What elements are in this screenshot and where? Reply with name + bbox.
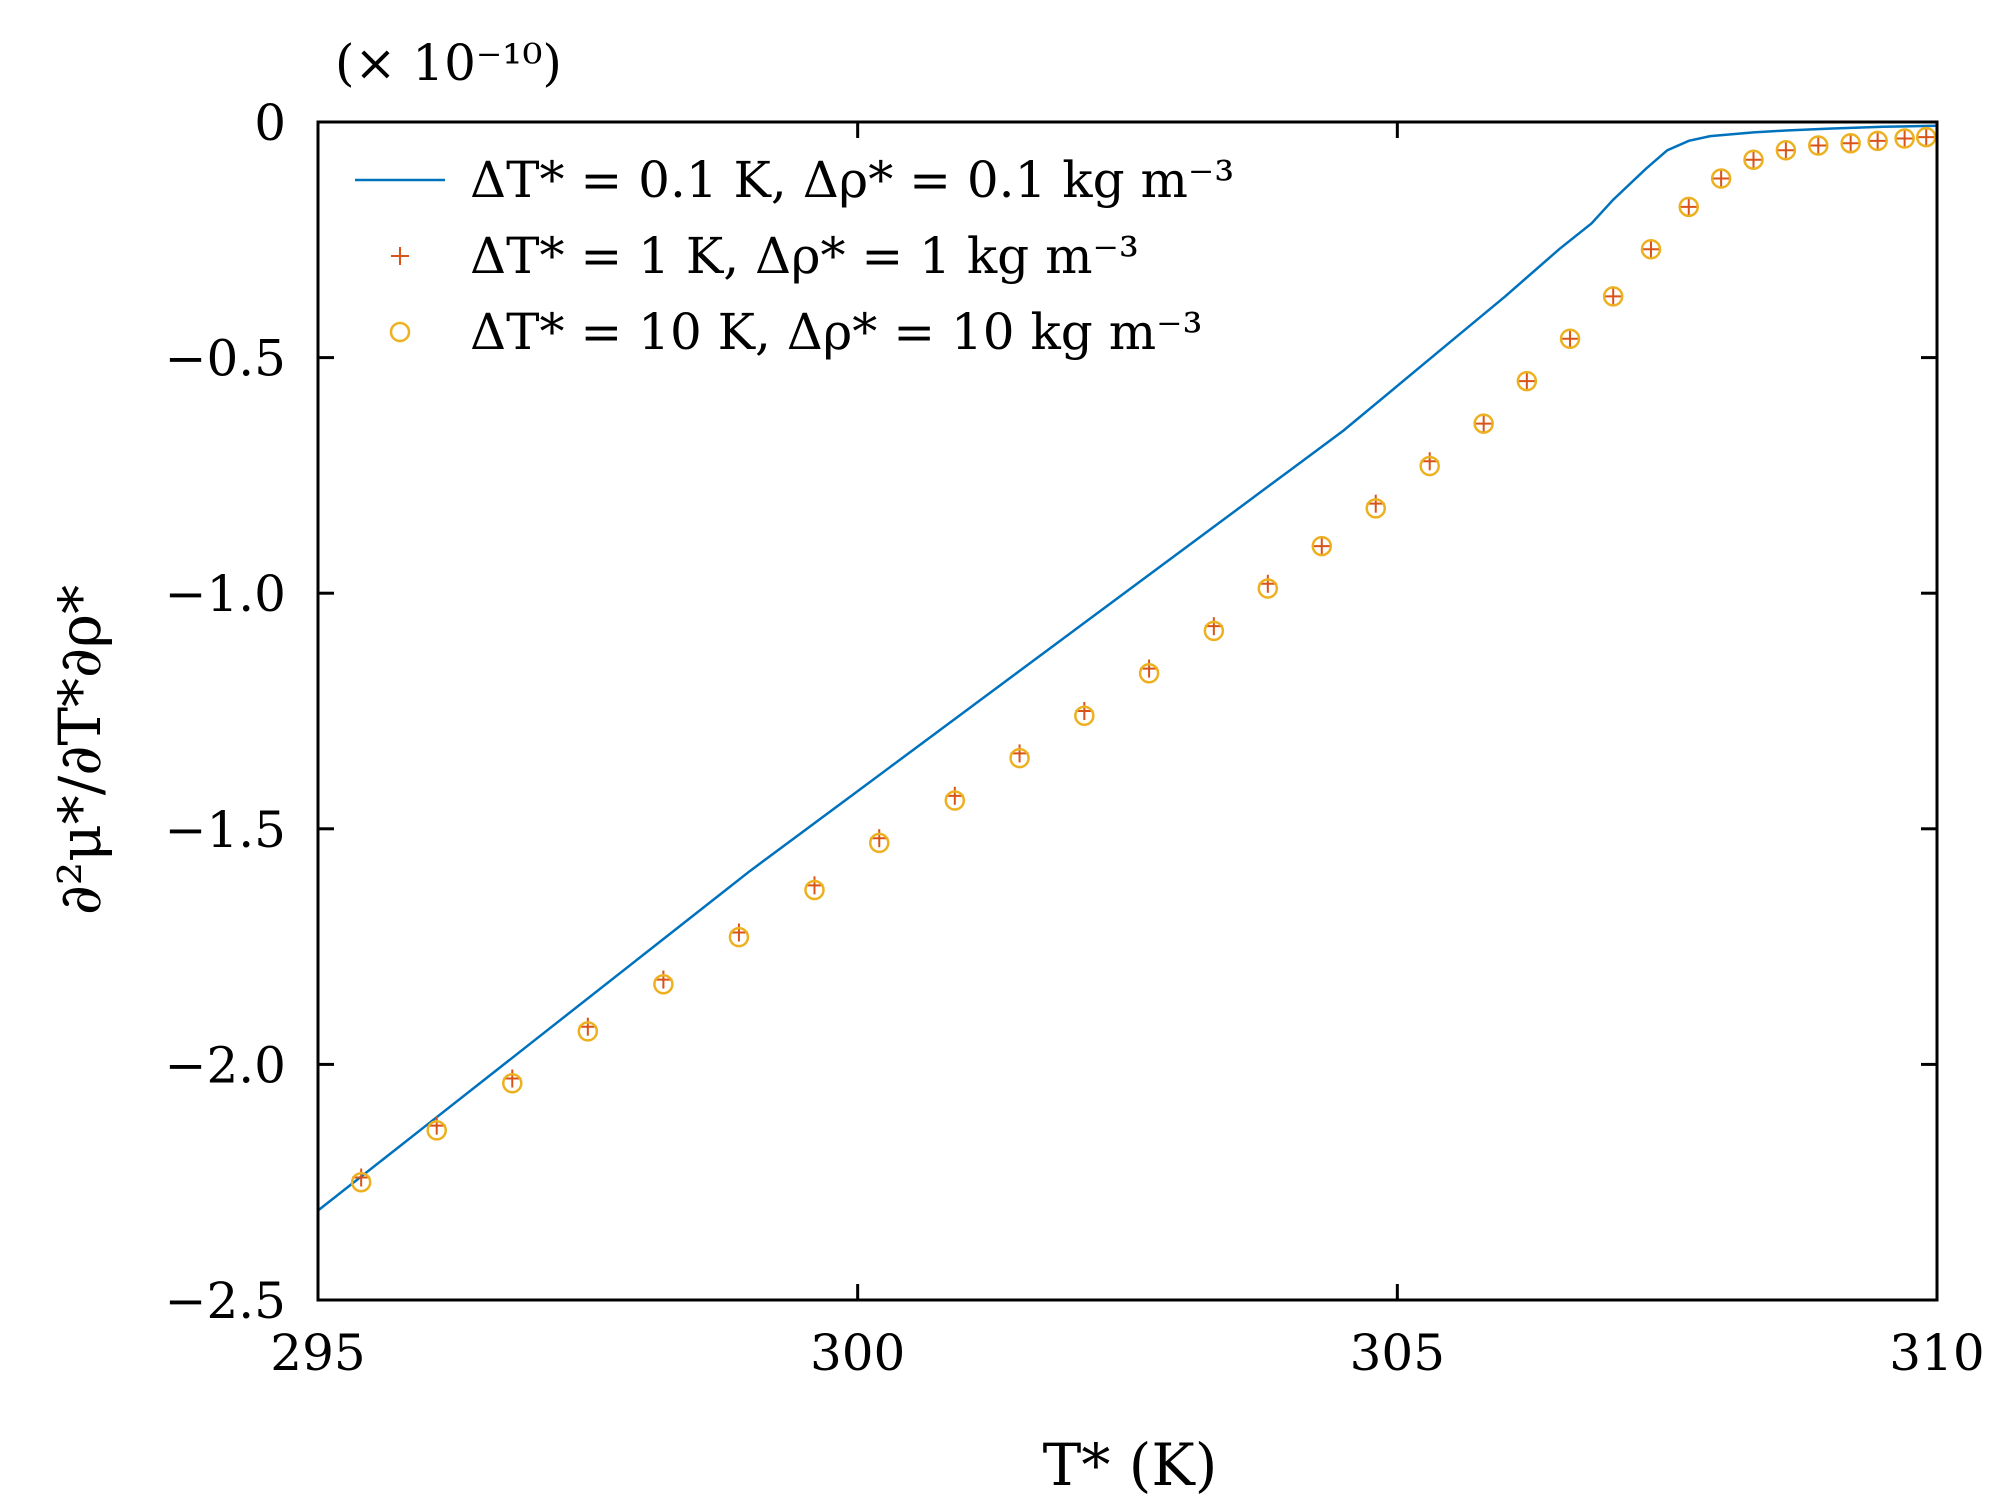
series-circle-point: [350, 1171, 372, 1193]
series-plus-point: [1561, 329, 1580, 348]
legend-label: ΔT* = 10 K, Δρ* = 10 kg m⁻³: [470, 303, 1203, 361]
series-circle-point: [1678, 196, 1700, 218]
series-circle-point: [1473, 413, 1494, 434]
axes: 295 300 305 310 0 −0.5 −1.0 −1.5 −2.0 −2.5: [165, 94, 1985, 1382]
series-plus-point: [1917, 128, 1936, 147]
series-circle-point: [502, 1072, 523, 1094]
plot-frame: [316, 120, 1939, 1302]
series-plus-point: [805, 876, 824, 895]
series-circle-point: [1516, 370, 1538, 392]
series-plus-point: [1312, 537, 1331, 556]
series-circle-point: [944, 790, 966, 811]
series-circle-point: [1419, 455, 1440, 477]
series-plus-point: [870, 829, 889, 848]
series-plus-point: [1712, 169, 1731, 188]
legend-label: ΔT* = 1 K, Δρ* = 1 kg m⁻³: [470, 227, 1139, 285]
series-circle-point: [804, 879, 825, 901]
series-circle-point: [1602, 286, 1624, 307]
series-plus-point: [1641, 240, 1660, 259]
x-tick-label: 305: [1350, 1324, 1445, 1382]
series-plus-point: [352, 1168, 371, 1187]
series-circle-point: [1640, 238, 1662, 260]
series-circle-point: [1559, 328, 1581, 350]
legend-entry: ΔT* = 1 K, Δρ* = 1 kg m⁻³: [391, 227, 1139, 285]
y-tick-label: −2.5: [165, 1272, 286, 1330]
series-circle-point: [1894, 128, 1915, 149]
y-multiplier-label: (× 10⁻¹⁰): [335, 34, 562, 92]
x-tick-label: 300: [810, 1324, 905, 1382]
series-circle-point: [1365, 498, 1386, 519]
x-tick-label: 310: [1889, 1324, 1984, 1382]
series-circle-point: [728, 926, 750, 948]
series-circle-point: [869, 832, 890, 854]
series-plus-point: [1776, 141, 1795, 160]
series-plus-point: [1679, 197, 1698, 216]
series-plus-point: [1841, 134, 1860, 153]
legend-entry: ΔT* = 0.1 K, Δρ* = 0.1 kg m⁻³: [355, 151, 1234, 209]
series-circle-point: [1710, 168, 1732, 189]
series-circle-point: [1915, 126, 1937, 148]
series-line: [317, 124, 1938, 1212]
x-axis-label: T* (K): [1043, 1431, 1218, 1499]
y-tick-label: −0.5: [165, 330, 286, 388]
series-circle-point: [1009, 747, 1030, 769]
series-plus-point: [1895, 129, 1914, 148]
series-plus-point: [1744, 150, 1763, 169]
series-circle-point: [1743, 149, 1764, 170]
series-circle-point: [1257, 578, 1279, 599]
y-tick-label: −2.0: [165, 1036, 286, 1094]
series-plus-point: [1517, 372, 1536, 391]
series-circle-point: [577, 1021, 599, 1042]
series-plus-point: [945, 786, 964, 805]
plot-area: [317, 124, 1938, 1212]
series-circle-point: [653, 974, 674, 995]
series-circle-point: [1138, 663, 1160, 684]
series-plus-point: [654, 970, 673, 989]
series-circle-point: [426, 1120, 447, 1141]
series-plus-point: [503, 1069, 522, 1088]
series-plus-point: [427, 1116, 446, 1135]
series-plus-point: [1140, 659, 1159, 678]
series-plus-point: [578, 1017, 597, 1036]
y-axis-label: ∂²μ*/∂T*∂ρ*: [46, 585, 114, 915]
series-plus-point: [1474, 414, 1493, 433]
series-plus-point: [1604, 287, 1623, 306]
series-plus-point: [1204, 617, 1223, 636]
series-plus-point: [1010, 744, 1029, 763]
x-tick-label: 295: [270, 1324, 365, 1382]
series-plus-point: [729, 923, 748, 942]
series-plus-point: [1868, 131, 1887, 150]
legend: ΔT* = 0.1 K, Δρ* = 0.1 kg m⁻³ ΔT* = 1 K, …: [355, 151, 1234, 361]
y-tick-label: 0: [254, 94, 286, 152]
series-plus-point: [1366, 494, 1385, 513]
series-circle-point: [1311, 535, 1333, 557]
series-plus-point: [1258, 574, 1277, 593]
series-circle-point: [1203, 620, 1225, 642]
series-plus-point: [1420, 452, 1439, 471]
series-circle-point: [1808, 135, 1829, 156]
legend-circle-marker: [389, 321, 411, 343]
series-circle-point: [1074, 705, 1095, 726]
legend-entry: ΔT* = 10 K, Δρ* = 10 kg m⁻³: [389, 303, 1203, 361]
y-tick-label: −1.0: [165, 565, 286, 623]
legend-label: ΔT* = 0.1 K, Δρ* = 0.1 kg m⁻³: [470, 151, 1234, 209]
series-plus-point: [1809, 136, 1828, 155]
y-tick-label: −1.5: [165, 801, 286, 859]
series-circle-point: [1867, 130, 1888, 152]
series-circle-point: [1775, 140, 1797, 161]
series-circle-point: [1840, 132, 1861, 154]
series-plus-point: [1075, 702, 1094, 720]
